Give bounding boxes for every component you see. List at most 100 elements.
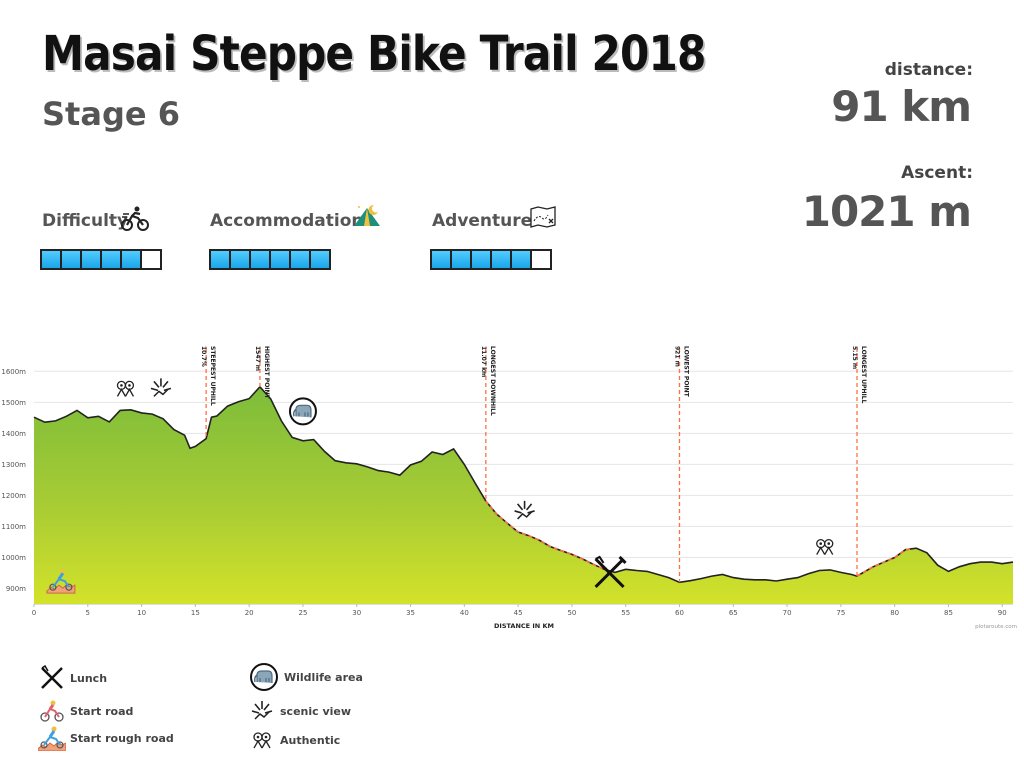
adventure-rating xyxy=(430,249,552,270)
rating-segment xyxy=(311,251,329,268)
x-tick-label: 15 xyxy=(191,609,200,617)
marker-label: HIGHEST POINT xyxy=(263,346,270,400)
legend-label: Lunch xyxy=(70,671,108,685)
marker-label: LOWEST POINT xyxy=(682,346,689,398)
rating-segment xyxy=(452,251,470,268)
rating-segment xyxy=(42,251,60,268)
y-tick-label: 1100m xyxy=(1,523,26,531)
rating-segment xyxy=(512,251,530,268)
x-tick-label: 40 xyxy=(460,609,469,617)
accommodation-label: Accommodation xyxy=(210,211,364,231)
marker-value: 1547 m xyxy=(254,346,261,371)
authentic-icon xyxy=(116,380,135,398)
x-tick-label: 25 xyxy=(298,609,307,617)
cyclist-icon xyxy=(121,206,149,231)
rating-segment xyxy=(102,251,120,268)
highlight-segment xyxy=(856,548,911,577)
legend-start-rough-road: Start rough road xyxy=(38,725,174,751)
x-tick-label: 65 xyxy=(729,609,738,617)
marker-label: LONGEST DOWNHILL xyxy=(489,346,496,416)
y-tick-label: 1500m xyxy=(1,399,26,407)
rating-segment xyxy=(82,251,100,268)
marker-value: 10.7% xyxy=(200,346,207,367)
x-tick-label: 80 xyxy=(890,609,899,617)
x-tick-label: 85 xyxy=(944,609,953,617)
legend-wildlife: Wildlife area xyxy=(248,662,363,692)
x-tick-label: 30 xyxy=(352,609,361,617)
ascent-label: Ascent: xyxy=(901,163,973,183)
y-tick-label: 1600m xyxy=(1,368,26,376)
page-title: Masai Steppe Bike Trail 2018 xyxy=(42,26,706,82)
rating-segment xyxy=(432,251,450,268)
legend-label: Start rough road xyxy=(70,731,174,745)
marker-label: LONGEST UPHILL xyxy=(860,346,867,404)
rating-segment xyxy=(211,251,229,268)
marker-value: 11.07 km xyxy=(480,346,487,377)
rating-segment xyxy=(122,251,140,268)
rating-segment xyxy=(291,251,309,268)
legend-label: Authentic xyxy=(280,733,341,747)
x-tick-label: 0 xyxy=(32,609,36,617)
start-rough-road-icon xyxy=(38,725,66,751)
x-tick-label: 10 xyxy=(137,609,146,617)
stage-label: Stage 6 xyxy=(42,95,180,133)
adventure-label: Adventure xyxy=(432,211,533,231)
y-tick-label: 1000m xyxy=(1,554,26,562)
marker-label: STEEPEST UPHILL xyxy=(209,346,216,406)
x-axis-label: DISTANCE IN KM xyxy=(494,622,554,630)
distance-label: distance: xyxy=(884,60,973,80)
rating-segment xyxy=(142,251,160,268)
legend-scenic: scenic view xyxy=(248,699,351,723)
y-tick-label: 1400m xyxy=(1,430,26,438)
legend-label: scenic view xyxy=(280,704,352,718)
x-tick-label: 35 xyxy=(406,609,415,617)
rating-segment xyxy=(492,251,510,268)
authentic-icon xyxy=(253,732,271,749)
y-tick-label: 1300m xyxy=(1,461,26,469)
y-axis: 900m 1000m 1100m 1200m 1300m 1400m 1500m 1600m xyxy=(1,368,26,593)
elevation-chart: 900m1000m1100m1200m1300m1400m1500m1600m … xyxy=(1,346,1017,630)
legend-label: Start road xyxy=(70,704,134,718)
marker-value: 921 m xyxy=(673,346,680,367)
highlight-segments xyxy=(485,500,911,577)
scenic-view-icon xyxy=(513,500,536,520)
legend-authentic: Authentic xyxy=(248,728,340,752)
legend-start-road: Start road xyxy=(38,699,133,723)
lunch-icon xyxy=(41,665,63,689)
tent-icon xyxy=(354,204,380,226)
start-road-icon xyxy=(40,700,64,722)
legend-label: Wildlife area xyxy=(284,670,363,684)
rating-segment xyxy=(251,251,269,268)
distance-value: 91 km xyxy=(831,82,972,131)
y-tick-label: 1200m xyxy=(1,492,26,500)
legend-lunch: Lunch xyxy=(38,665,107,691)
x-tick-label: 20 xyxy=(245,609,254,617)
wildlife-icon xyxy=(288,397,317,426)
elevation-area xyxy=(34,386,1013,604)
rating-segment xyxy=(271,251,289,268)
authentic-icon xyxy=(816,538,834,556)
scenic-view-icon xyxy=(251,700,273,720)
rating-segment xyxy=(472,251,490,268)
y-tick-label: 900m xyxy=(6,585,26,593)
chart-credit: plotaroute.com xyxy=(975,624,1017,630)
rating-segment xyxy=(62,251,80,268)
highlight-segment xyxy=(485,500,605,571)
x-tick-label: 90 xyxy=(998,609,1007,617)
x-tick-label: 45 xyxy=(514,609,523,617)
map-icon xyxy=(530,206,556,228)
x-tick-label: 70 xyxy=(783,609,792,617)
difficulty-rating xyxy=(40,249,162,270)
marker-value: 5.15 m xyxy=(851,346,858,369)
rating-segment xyxy=(532,251,550,268)
difficulty-label: Difficulty xyxy=(42,211,129,231)
accommodation-rating xyxy=(209,249,331,270)
x-tick-label: 50 xyxy=(567,609,576,617)
x-tick-label: 75 xyxy=(836,609,845,617)
ascent-value: 1021 m xyxy=(801,187,972,236)
x-tick-label: 55 xyxy=(621,609,630,617)
wildlife-icon xyxy=(250,663,278,691)
x-tick-label: 60 xyxy=(675,609,684,617)
scenic-view-icon xyxy=(150,377,172,398)
